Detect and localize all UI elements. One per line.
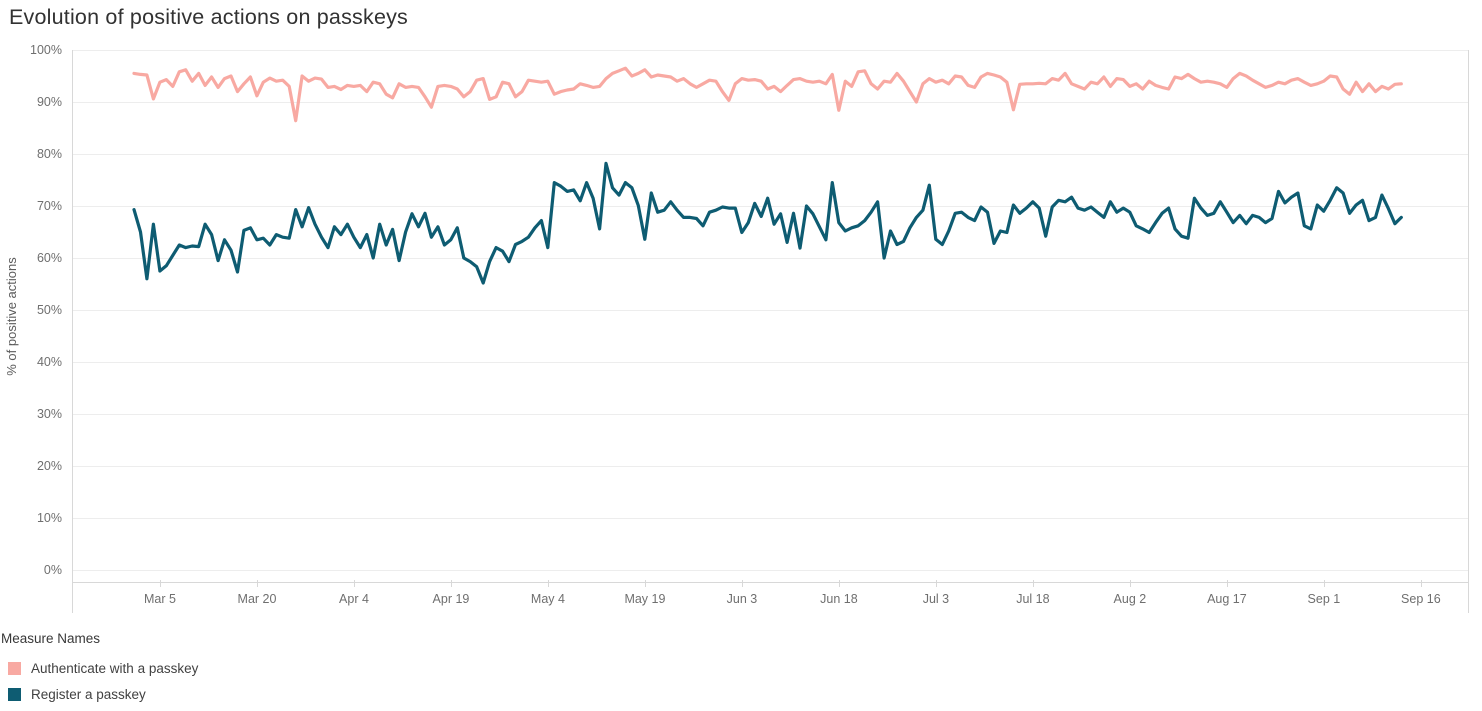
- x-tick-label: Sep 16: [1401, 592, 1441, 606]
- y-tick-label: 60%: [36, 251, 62, 265]
- x-tick-label: Jun 3: [726, 592, 758, 606]
- series-line-authenticate[interactable]: [132, 66, 1403, 123]
- x-tick-mark: [1323, 580, 1325, 587]
- x-tick-mark: [741, 580, 743, 587]
- x-tick-label: Mar 5: [144, 592, 176, 606]
- y-tick-label: 40%: [36, 355, 62, 369]
- y-tick-label: 80%: [36, 147, 62, 161]
- y-tick-label: 20%: [36, 459, 62, 473]
- y-tick-label: 30%: [36, 407, 62, 421]
- y-tick-label: 50%: [36, 303, 62, 317]
- x-tick-label: Apr 19: [432, 592, 470, 606]
- legend-items: Authenticate with a passkey Register a pa…: [1, 655, 198, 707]
- x-tick-label: May 4: [530, 592, 565, 606]
- x-tick-mark: [547, 580, 549, 587]
- x-tick-label: Mar 20: [237, 592, 277, 606]
- series-line-register[interactable]: [132, 161, 1403, 285]
- x-tick-label: May 19: [624, 592, 666, 606]
- x-tick-mark: [1129, 580, 1131, 587]
- x-tick-label: Jul 18: [1016, 592, 1050, 606]
- y-tick-label: 70%: [36, 199, 62, 213]
- x-tick-label: Jul 3: [922, 592, 950, 606]
- x-axis-line: [72, 582, 1469, 583]
- left-axis-line: [72, 50, 73, 613]
- chart-title: Evolution of positive actions on passkey…: [9, 5, 409, 29]
- x-tick-mark: [1226, 580, 1228, 587]
- y-tick-label: 0%: [43, 563, 62, 577]
- x-tick-mark: [256, 580, 258, 587]
- y-tick-label: 10%: [36, 511, 62, 525]
- x-tick-mark: [450, 580, 452, 587]
- x-tick-mark: [838, 580, 840, 587]
- plot-svg[interactable]: [72, 50, 1468, 582]
- x-tick-label: Sep 1: [1307, 592, 1341, 606]
- x-tick-mark: [935, 580, 937, 587]
- legend-swatch-authenticate: [8, 661, 21, 675]
- x-tick-label: Jun 18: [820, 592, 858, 606]
- legend-label: Register a passkey: [31, 686, 146, 702]
- y-tick-label: 90%: [36, 95, 62, 109]
- x-tick-mark: [160, 580, 161, 587]
- right-border-line: [1468, 50, 1469, 613]
- legend-title: Measure Names: [1, 631, 101, 646]
- gridlines: [72, 50, 1468, 571]
- x-tick-mark: [353, 580, 355, 587]
- legend: Measure Names Authenticate with a passke…: [1, 631, 198, 707]
- y-tick-label: 100%: [30, 43, 62, 57]
- legend-item-register[interactable]: Register a passkey: [1, 681, 198, 707]
- x-tick-mark: [1032, 580, 1034, 587]
- x-tick-label: Apr 4: [339, 592, 369, 606]
- x-tick-mark: [1420, 580, 1422, 587]
- legend-item-authenticate[interactable]: Authenticate with a passkey: [1, 655, 198, 681]
- legend-label: Authenticate with a passkey: [31, 660, 199, 676]
- x-tick-mark: [644, 580, 646, 587]
- x-tick-label: Aug 2: [1113, 592, 1147, 606]
- legend-swatch-register: [8, 687, 21, 701]
- x-tick-label: Aug 17: [1207, 592, 1247, 606]
